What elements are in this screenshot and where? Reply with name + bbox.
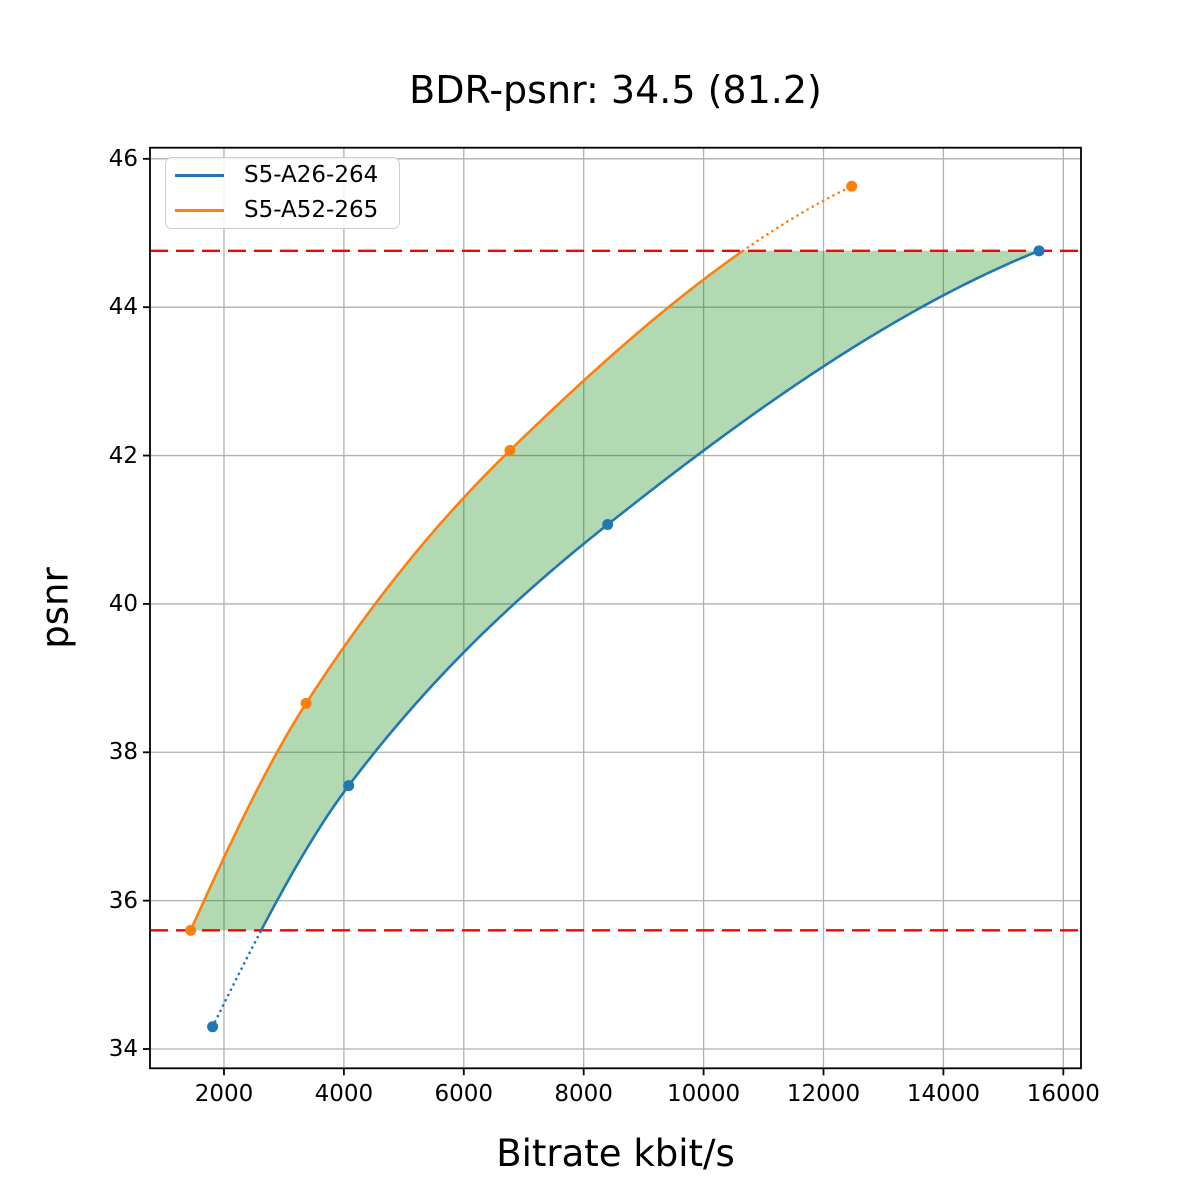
axes-spines	[149, 146, 1082, 1070]
x-tick-label: 2000	[194, 1081, 254, 1107]
x-tick-label: 4000	[314, 1081, 374, 1107]
y-tick-label: 34	[108, 1036, 138, 1062]
legend-item: S5-A26-264	[175, 158, 399, 193]
y-tick-label: 44	[108, 294, 138, 321]
y-tick-label: 42	[108, 442, 138, 469]
shaded-region	[190, 250, 1040, 931]
legend-item: S5-A52-265	[175, 193, 399, 228]
x-tick-label: 16000	[1026, 1081, 1100, 1107]
y-tick-label: 46	[108, 145, 138, 172]
legend-line-swatch	[175, 209, 224, 212]
chart-title: BDR-psnr: 34.5 (81.2)	[409, 68, 822, 112]
x-axis-label: Bitrate kbit/s	[496, 1132, 735, 1175]
y-tick-label: 38	[108, 739, 138, 766]
grid-lines	[150, 147, 1081, 1069]
series-markers-S5-A26-264	[207, 245, 1045, 1033]
x-tick-label: 8000	[554, 1081, 613, 1107]
series-markers-S5-A52-265	[185, 180, 858, 936]
y-tick-label: 40	[108, 590, 138, 617]
x-tick-label: 10000	[667, 1081, 741, 1107]
legend-line-swatch	[175, 174, 224, 177]
legend-label: S5-A52-265	[244, 197, 379, 223]
y-tick-label: 36	[108, 887, 138, 914]
legend-label: S5-A26-264	[244, 162, 379, 188]
x-tick-label: 6000	[434, 1081, 494, 1107]
series-curve-S5-A26-264	[211, 249, 1040, 1029]
tick-marks	[143, 157, 1065, 1076]
series-curve-S5-A52-265	[189, 184, 853, 931]
legend: S5-A26-264 S5-A52-265	[165, 157, 400, 229]
x-tick-label: 12000	[786, 1081, 861, 1107]
x-tick-label: 14000	[906, 1081, 980, 1107]
